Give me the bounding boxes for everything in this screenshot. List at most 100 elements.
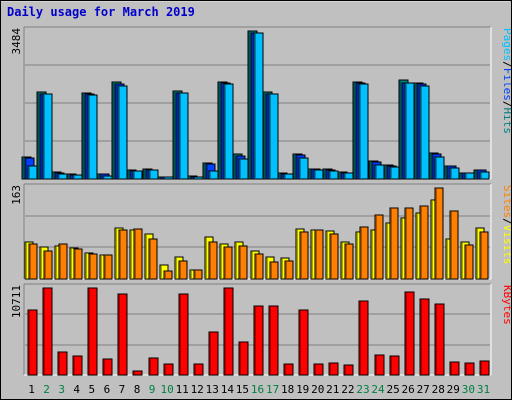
bar-kbytes-day-14 [223,287,234,376]
bar-kbytes-day-25 [389,355,400,376]
bar-kbytes-day-16 [253,305,264,376]
bar-body [253,305,264,376]
bar-kbytes-day-6 [102,358,113,376]
bar-body [449,361,460,376]
bar-pages-day-27 [419,85,430,180]
bar-sites-day-29 [449,210,459,280]
bar-body [253,32,264,180]
bar-body [479,360,490,376]
bar-sites-day-13 [208,241,218,280]
x-tick-label-26: 26 [401,383,414,396]
bar-body [464,362,475,376]
bar-pages-day-17 [268,93,279,180]
bar-sites-day-24 [374,214,384,280]
x-tick-label-15: 15 [236,383,249,396]
bar-kbytes-day-18 [283,363,294,376]
x-tick-label-9: 9 [149,383,156,396]
y-axis-max-label: 10711 [10,285,23,318]
bar-body [283,363,294,376]
bar-sites-day-28 [434,187,444,280]
bar-body [313,169,324,180]
bar-body [57,173,68,180]
bar-body [389,207,399,280]
bar-pages-day-25 [389,166,400,180]
bar-kbytes-day-29 [449,361,460,376]
bar-body [268,305,279,376]
x-tick-label-28: 28 [432,383,445,396]
bar-pages-day-1 [27,165,38,180]
bar-kbytes-day-24 [374,354,385,376]
bar-body [329,233,339,280]
bar-body [28,243,38,280]
bar-body [87,94,98,180]
bar-body [313,363,324,376]
bar-body [193,269,203,280]
x-tick-label-8: 8 [134,383,141,396]
bar-pages-day-26 [404,82,415,180]
bar-body [102,358,113,376]
bar-body [117,293,128,376]
bar-body [208,331,219,376]
bar-pages-day-28 [434,156,445,180]
bar-kbytes-day-27 [419,298,430,376]
bar-sites-day-1 [28,243,38,280]
bar-pages-day-21 [328,170,339,180]
bar-body [389,166,400,180]
bar-kbytes-day-26 [404,291,415,376]
legend-visits: Visits [501,225,511,265]
bar-body [42,287,53,376]
x-tick-label-10: 10 [160,383,173,396]
bar-pages-day-30 [464,172,475,180]
bar-pages-day-5 [87,94,98,180]
legend-kbytes: KBytes [501,285,511,325]
bar-body [254,253,264,280]
x-tick-label-17: 17 [266,383,279,396]
bar-kbytes-day-13 [208,331,219,376]
bar-sites-day-21 [329,233,339,280]
bar-body [132,370,143,376]
bar-body [163,363,174,376]
bar-pages-day-13 [208,170,219,180]
legend-files: Files [501,68,511,101]
bar-sites-day-27 [419,205,429,280]
bar-body [449,210,459,280]
x-tick-label-7: 7 [119,383,126,396]
x-tick-label-11: 11 [176,383,189,396]
bar-kbytes-day-3 [57,351,68,376]
bar-sites-day-26 [404,207,414,280]
bar-kbytes-day-21 [328,362,339,376]
panel-visits-sites: 163 Sites/Visits [10,183,512,280]
bar-pages-day-22 [343,172,354,180]
chart-title: Daily usage for March 2019 [7,5,195,19]
bar-kbytes-day-10 [163,363,174,376]
bar-body [374,354,385,376]
bar-body [238,341,249,376]
x-tick-label-24: 24 [371,383,385,396]
bar-body [163,270,173,280]
legend-pages: Pages [501,28,511,61]
bar-pages-day-8 [132,170,143,180]
bar-kbytes-day-8 [132,370,143,376]
bar-sites-day-12 [193,269,203,280]
bar-sites-day-31 [479,231,489,280]
legend-hits: Hits [501,108,511,135]
bar-kbytes-day-15 [238,341,249,376]
bar-pages-day-9 [148,169,159,180]
bar-sites-day-25 [389,207,399,280]
bar-body [72,355,83,376]
bar-body [419,298,430,376]
y-axis-max-label: 3484 [10,28,23,55]
bar-body [359,226,369,280]
bar-body [299,231,309,280]
bar-body [133,228,143,280]
bar-body [178,293,189,376]
x-tick-label-23: 23 [356,383,369,396]
bar-sites-day-15 [238,245,248,280]
bar-body [434,156,445,180]
bar-body [389,355,400,376]
bar-body [163,176,174,180]
bar-body [42,93,53,180]
bar-kbytes-day-7 [117,293,128,376]
